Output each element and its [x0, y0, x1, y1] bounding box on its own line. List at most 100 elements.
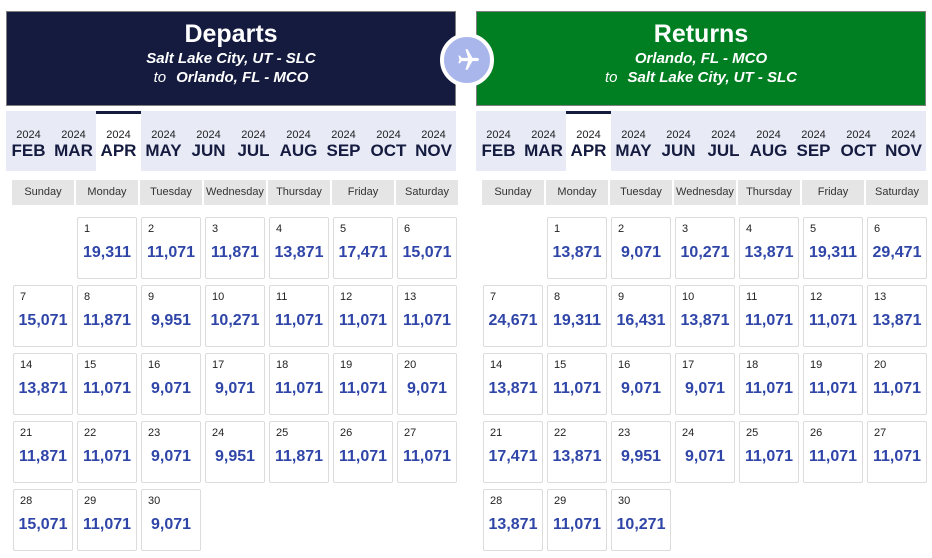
month-tab-year: 2024: [486, 129, 511, 141]
day-cell-11[interactable]: 11 11,071: [269, 285, 329, 347]
day-cell-27[interactable]: 27 11,071: [397, 421, 457, 483]
day-number: 21: [20, 427, 33, 439]
month-tab-jul[interactable]: 2024 JUL: [231, 111, 276, 171]
day-cell-2[interactable]: 2 11,071: [141, 217, 201, 279]
day-cell-21[interactable]: 21 17,471: [483, 421, 543, 483]
day-cell-22[interactable]: 22 13,871: [547, 421, 607, 483]
day-cell-4[interactable]: 4 13,871: [269, 217, 329, 279]
day-cell-16[interactable]: 16 9,071: [611, 353, 671, 415]
day-cell-17[interactable]: 17 9,071: [675, 353, 735, 415]
day-cell-7[interactable]: 7 15,071: [13, 285, 73, 347]
day-number: 12: [810, 291, 823, 303]
day-cell-6[interactable]: 6 15,071: [397, 217, 457, 279]
day-cell-28[interactable]: 28 15,071: [13, 489, 73, 551]
day-cell-9[interactable]: 9 9,951: [141, 285, 201, 347]
month-tab-may[interactable]: 2024 MAY: [611, 111, 656, 171]
month-tab-mar[interactable]: 2024 MAR: [51, 111, 96, 171]
day-cell-16[interactable]: 16 9,071: [141, 353, 201, 415]
day-cell-8[interactable]: 8 11,871: [77, 285, 137, 347]
day-cell-12[interactable]: 12 11,071: [333, 285, 393, 347]
month-tab-label: NOV: [415, 141, 452, 160]
day-cell-18[interactable]: 18 11,071: [739, 353, 799, 415]
month-tab-mar[interactable]: 2024 MAR: [521, 111, 566, 171]
day-cell-27[interactable]: 27 11,071: [867, 421, 927, 483]
day-cell-23[interactable]: 23 9,071: [141, 421, 201, 483]
day-cell-20[interactable]: 20 9,071: [397, 353, 457, 415]
month-tab-apr[interactable]: 2024 APR: [96, 111, 141, 171]
month-tab-feb[interactable]: 2024 FEB: [6, 111, 51, 171]
day-price: 17,471: [338, 244, 388, 261]
day-cell-6[interactable]: 6 29,471: [867, 217, 927, 279]
month-tab-feb[interactable]: 2024 FEB: [476, 111, 521, 171]
day-cell-29[interactable]: 29 11,071: [547, 489, 607, 551]
day-price: 11,071: [402, 448, 452, 465]
month-tab-year: 2024: [666, 129, 691, 141]
day-cell-22[interactable]: 22 11,071: [77, 421, 137, 483]
day-cell-7[interactable]: 7 24,671: [483, 285, 543, 347]
day-cell-4[interactable]: 4 13,871: [739, 217, 799, 279]
day-cell-25[interactable]: 25 11,071: [739, 421, 799, 483]
month-tab-aug[interactable]: 2024 AUG: [746, 111, 791, 171]
day-cell-1[interactable]: 1 19,311: [77, 217, 137, 279]
day-price: 9,071: [620, 244, 662, 261]
day-cell-18[interactable]: 18 11,071: [269, 353, 329, 415]
day-number: 13: [874, 291, 887, 303]
day-cell-26[interactable]: 26 11,071: [803, 421, 863, 483]
month-tab-nov[interactable]: 2024 NOV: [881, 111, 926, 171]
month-tab-year: 2024: [106, 129, 131, 141]
day-price: 16,431: [616, 312, 666, 329]
day-cell-24[interactable]: 24 9,071: [675, 421, 735, 483]
day-price: 11,071: [872, 448, 922, 465]
day-cell-29[interactable]: 29 11,071: [77, 489, 137, 551]
day-cell-30[interactable]: 30 9,071: [141, 489, 201, 551]
day-cell-25[interactable]: 25 11,871: [269, 421, 329, 483]
day-cell-14[interactable]: 14 13,871: [483, 353, 543, 415]
day-cell-13[interactable]: 13 13,871: [867, 285, 927, 347]
day-number: 27: [404, 427, 417, 439]
day-cell-15[interactable]: 15 11,071: [547, 353, 607, 415]
day-number: 6: [874, 223, 881, 235]
month-tab-sep[interactable]: 2024 SEP: [791, 111, 836, 171]
day-cell-30[interactable]: 30 10,271: [611, 489, 671, 551]
day-number: 4: [746, 223, 753, 235]
month-tab-jul[interactable]: 2024 JUL: [701, 111, 746, 171]
day-cell-19[interactable]: 19 11,071: [803, 353, 863, 415]
day-cell-3[interactable]: 3 10,271: [675, 217, 735, 279]
month-tab-jun[interactable]: 2024 JUN: [656, 111, 701, 171]
day-cell-23[interactable]: 23 9,951: [611, 421, 671, 483]
month-tab-oct[interactable]: 2024 OCT: [366, 111, 411, 171]
month-tab-sep[interactable]: 2024 SEP: [321, 111, 366, 171]
day-cell-20[interactable]: 20 11,071: [867, 353, 927, 415]
day-number: 21: [490, 427, 503, 439]
month-tab-may[interactable]: 2024 MAY: [141, 111, 186, 171]
day-cell-15[interactable]: 15 11,071: [77, 353, 137, 415]
day-cell-13[interactable]: 13 11,071: [397, 285, 457, 347]
day-cell-10[interactable]: 10 13,871: [675, 285, 735, 347]
month-tab-year: 2024: [801, 129, 826, 141]
day-cell-24[interactable]: 24 9,951: [205, 421, 265, 483]
day-cell-1[interactable]: 1 13,871: [547, 217, 607, 279]
day-cell-8[interactable]: 8 19,311: [547, 285, 607, 347]
day-cell-9[interactable]: 9 16,431: [611, 285, 671, 347]
day-cell-5[interactable]: 5 19,311: [803, 217, 863, 279]
day-cell-19[interactable]: 19 11,071: [333, 353, 393, 415]
day-cell-14[interactable]: 14 13,871: [13, 353, 73, 415]
day-number: 28: [20, 495, 33, 507]
day-cell-10[interactable]: 10 10,271: [205, 285, 265, 347]
day-cell-12[interactable]: 12 11,071: [803, 285, 863, 347]
day-cell-21[interactable]: 21 11,871: [13, 421, 73, 483]
day-cell-3[interactable]: 3 11,871: [205, 217, 265, 279]
day-cell-5[interactable]: 5 17,471: [333, 217, 393, 279]
day-cell-11[interactable]: 11 11,071: [739, 285, 799, 347]
day-cell-26[interactable]: 26 11,071: [333, 421, 393, 483]
month-tab-aug[interactable]: 2024 AUG: [276, 111, 321, 171]
day-number: 25: [746, 427, 759, 439]
month-tab-oct[interactable]: 2024 OCT: [836, 111, 881, 171]
day-cell-2[interactable]: 2 9,071: [611, 217, 671, 279]
month-tab-nov[interactable]: 2024 NOV: [411, 111, 456, 171]
month-tab-year: 2024: [241, 129, 266, 141]
day-cell-17[interactable]: 17 9,071: [205, 353, 265, 415]
day-cell-28[interactable]: 28 13,871: [483, 489, 543, 551]
month-tab-jun[interactable]: 2024 JUN: [186, 111, 231, 171]
month-tab-apr[interactable]: 2024 APR: [566, 111, 611, 171]
